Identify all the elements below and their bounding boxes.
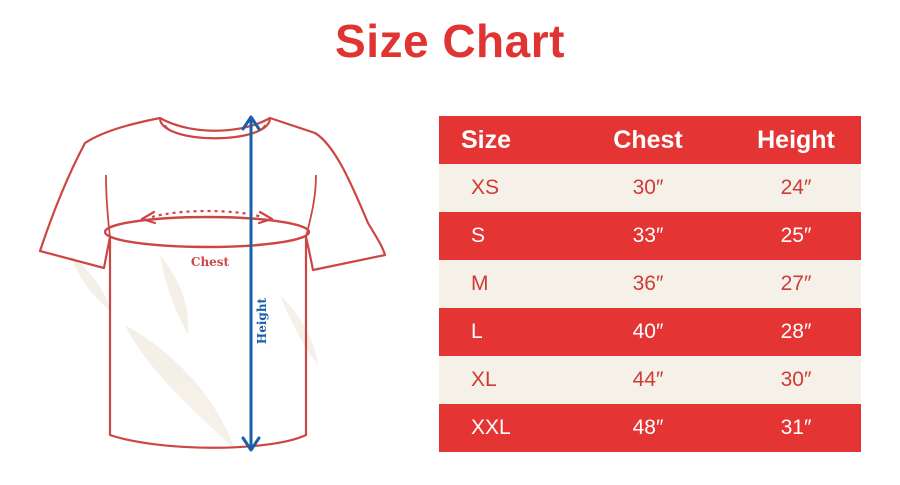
chest-arrow-right [257,210,274,225]
height-arrow-bottom [241,436,261,452]
table-row: XL 44″ 30″ [439,356,861,404]
cell-height: 24″ [731,164,861,212]
table-row: L 40″ 28″ [439,308,861,356]
cell-size: L [439,308,565,356]
table-header-row: Size Chest Height [439,116,861,164]
cell-chest: 30″ [565,164,731,212]
chest-arrow-left [140,210,157,225]
cell-chest: 36″ [565,260,731,308]
height-arrow-top [241,115,261,131]
chest-label: Chest [191,255,230,269]
page-title: Size Chart [335,15,565,67]
cell-chest: 48″ [565,404,731,452]
header-chest: Chest [565,116,731,164]
cell-chest: 33″ [565,212,731,260]
cell-chest: 40″ [565,308,731,356]
cell-height: 28″ [731,308,861,356]
cell-height: 27″ [731,260,861,308]
cell-size: S [439,212,565,260]
cell-chest: 44″ [565,356,731,404]
height-label: Height [255,297,269,344]
tshirt-illustration: Chest Height [38,115,387,452]
cell-height: 25″ [731,212,861,260]
cell-height: 30″ [731,356,861,404]
cell-height: 31″ [731,404,861,452]
shirt-outline [38,116,387,449]
table-row: XXL 48″ 31″ [439,404,861,452]
tshirt-diagram: Chest Height [30,105,400,475]
header-size: Size [439,116,565,164]
cell-size: XS [439,164,565,212]
header-height: Height [731,116,861,164]
fabric-shading [70,255,318,450]
table-row: XS 30″ 24″ [439,164,861,212]
cell-size: XXL [439,404,565,452]
cell-size: XL [439,356,565,404]
size-table: Size Chest Height XS 30″ 24″ S 33″ 25″ M… [439,116,861,452]
table-row: S 33″ 25″ [439,212,861,260]
cell-size: M [439,260,565,308]
table-row: M 36″ 27″ [439,260,861,308]
chest-measure-ellipse [103,215,311,249]
